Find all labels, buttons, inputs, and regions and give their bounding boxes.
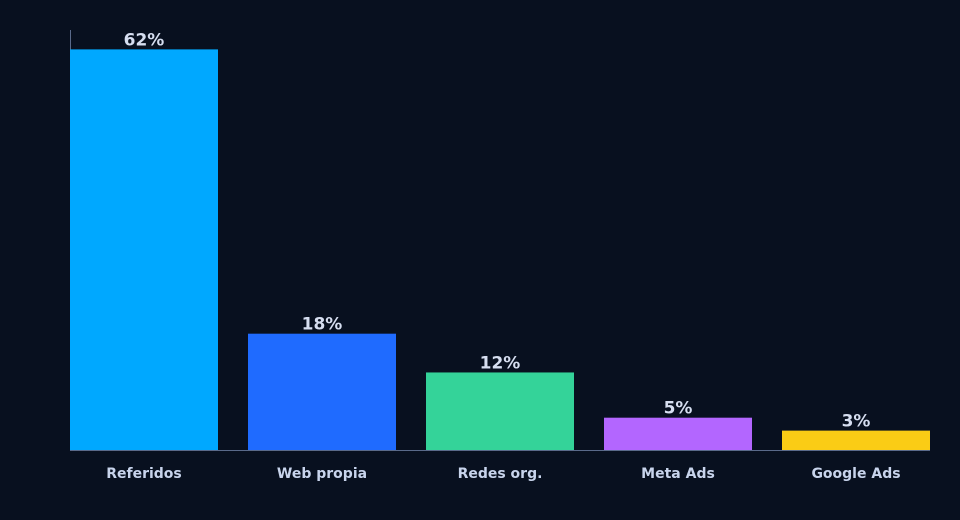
bar	[426, 372, 574, 450]
x-tick-label: Web propia	[277, 466, 367, 482]
value-label: 12%	[480, 353, 521, 373]
bar	[248, 333, 396, 450]
x-tick-label: Google Ads	[811, 466, 900, 482]
value-label: 62%	[124, 30, 165, 50]
bar	[70, 49, 218, 451]
bar	[782, 430, 930, 450]
x-tick-label: Redes org.	[458, 466, 543, 482]
bar	[604, 417, 752, 450]
x-tick-label: Meta Ads	[641, 466, 715, 482]
x-tick-label: Referidos	[106, 466, 182, 482]
value-label: 18%	[302, 315, 343, 335]
value-label: 5%	[664, 399, 693, 419]
value-label: 3%	[842, 412, 871, 432]
